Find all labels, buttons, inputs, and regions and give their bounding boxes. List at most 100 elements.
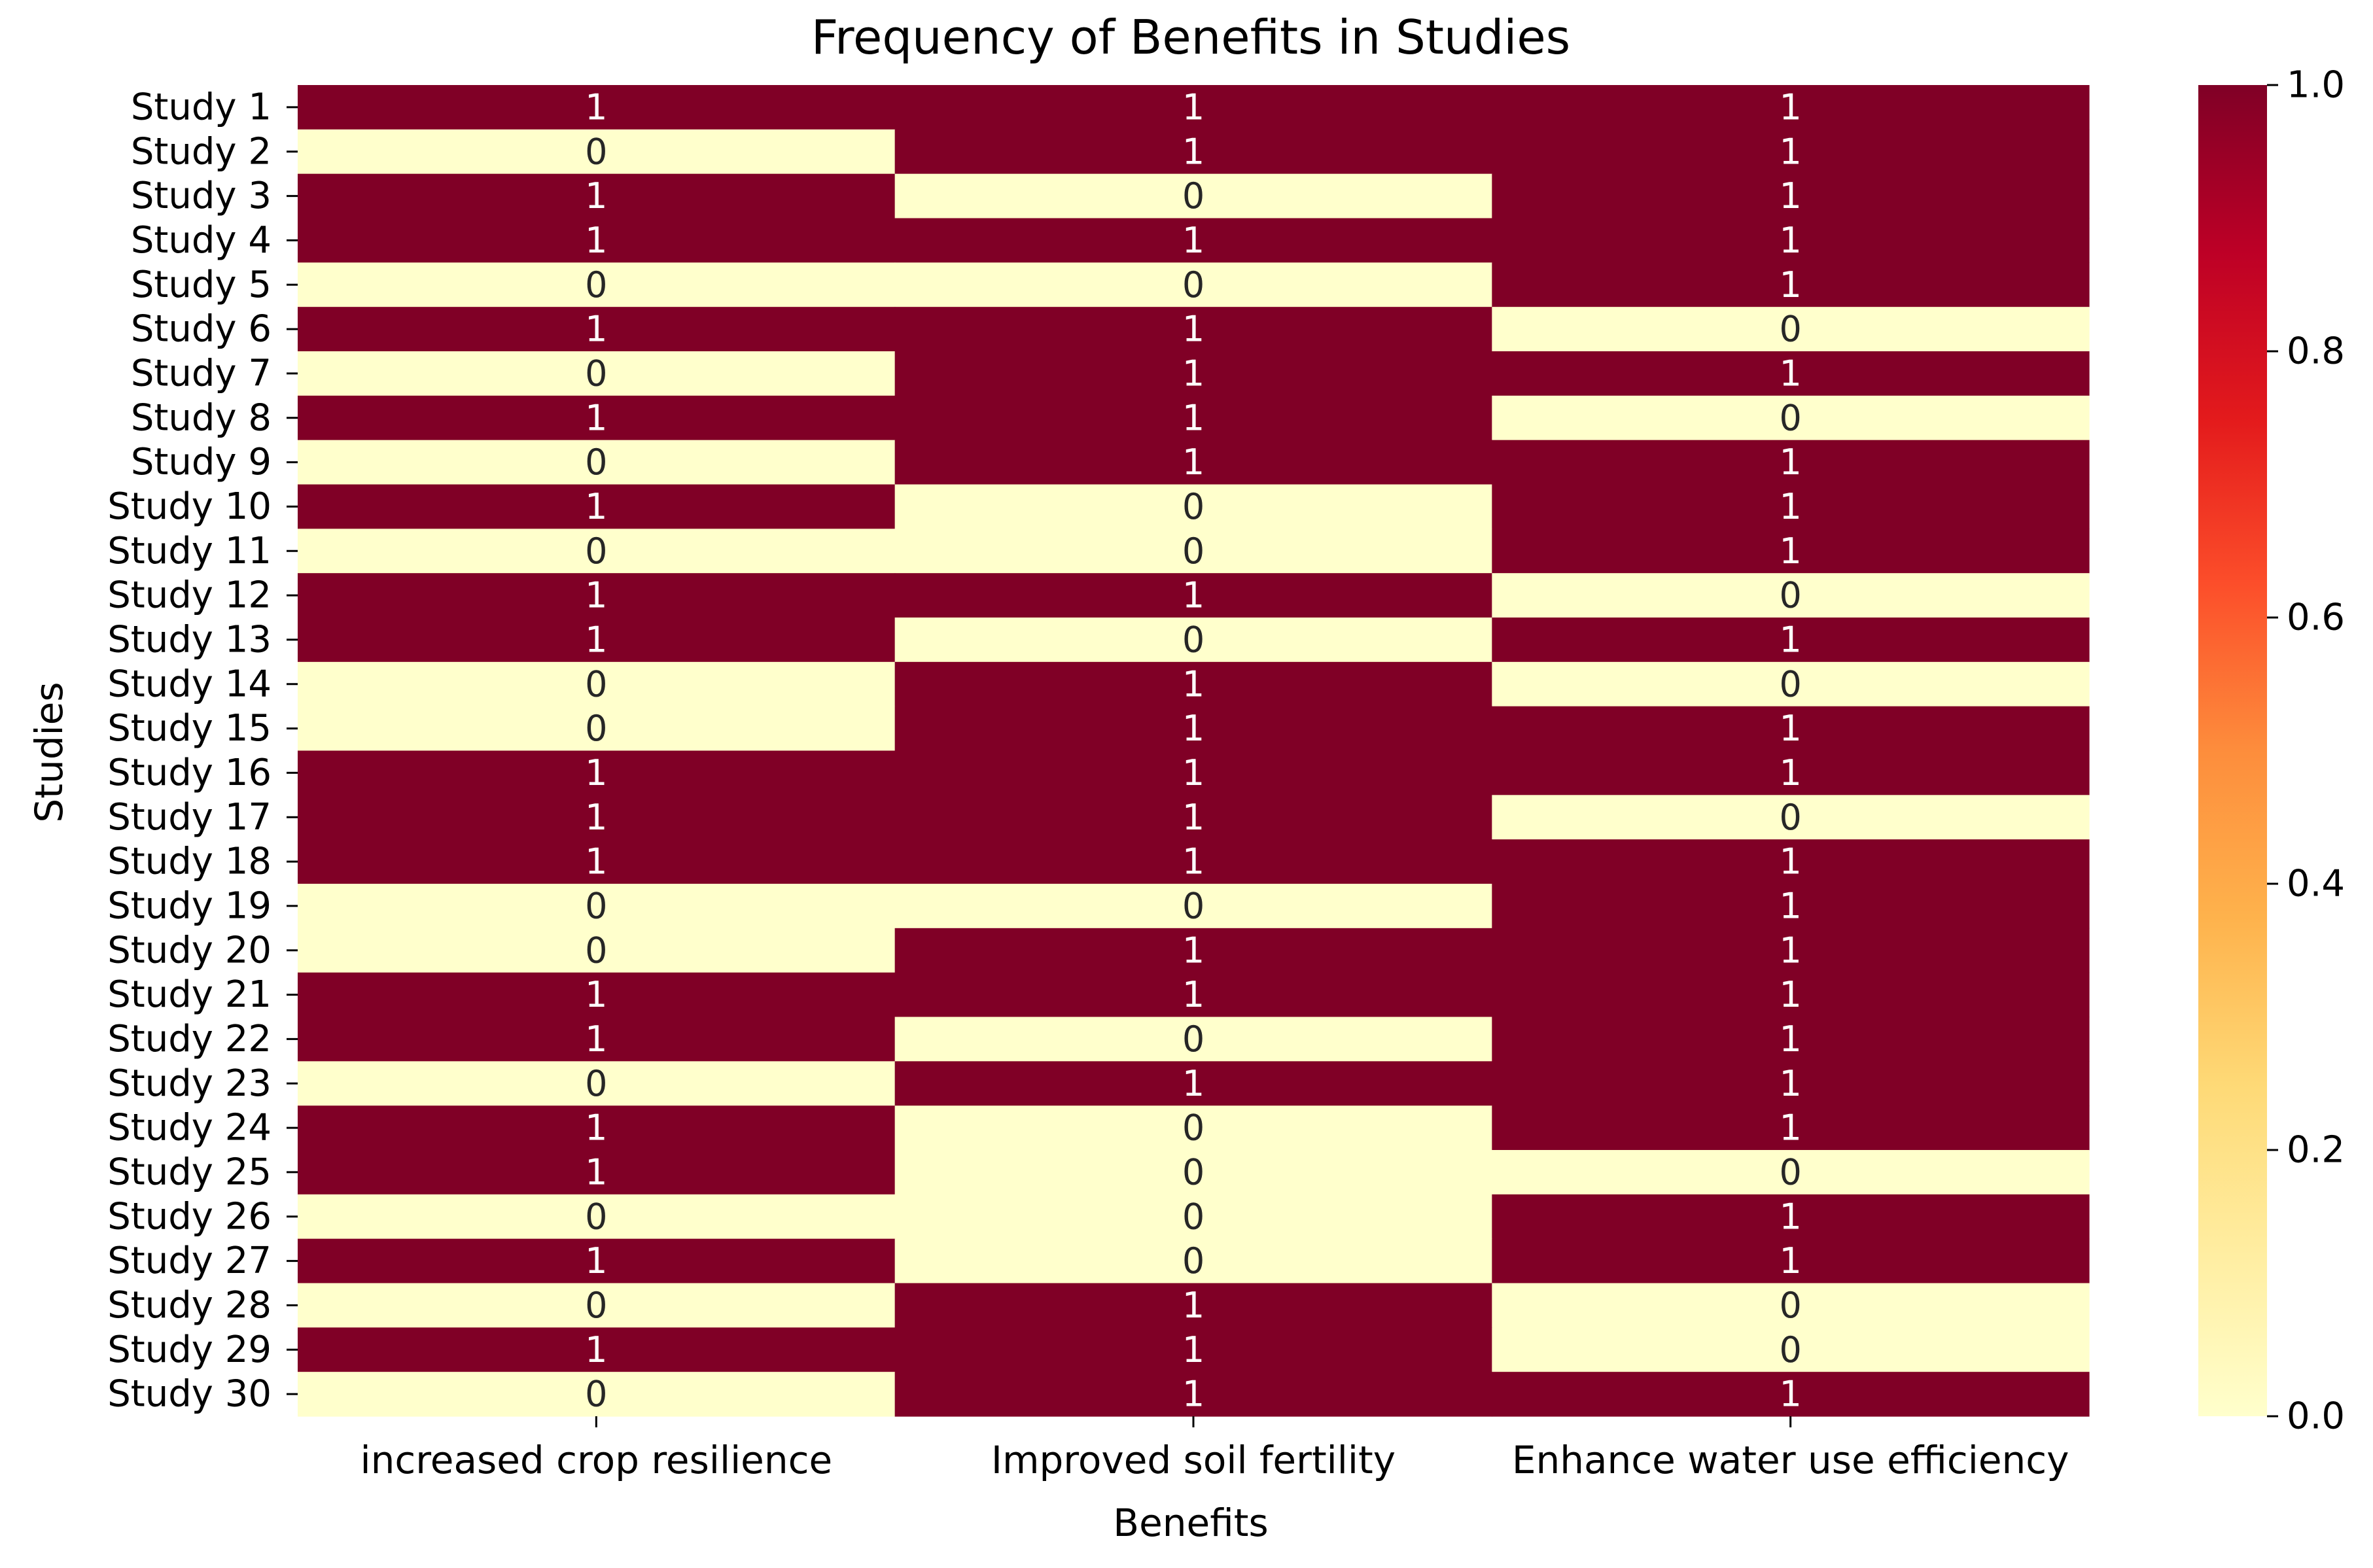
cell-value-label: 1 — [585, 1329, 607, 1370]
heatmap-cell — [298, 1327, 896, 1372]
cell-value-label: 0 — [1182, 486, 1204, 527]
heatmap-cell — [894, 573, 1492, 618]
y-tick-label: Study 19 — [107, 884, 272, 927]
y-tick-label: Study 18 — [107, 841, 272, 883]
cell-value-label: 1 — [585, 397, 607, 438]
cell-value-label: 1 — [1182, 930, 1204, 971]
cell-value-label: 0 — [585, 353, 607, 394]
heatmap-cell — [894, 307, 1492, 352]
heatmap-cell — [298, 1238, 896, 1284]
cell-value-label: 1 — [1779, 619, 1801, 660]
heatmap-cell — [1492, 307, 2090, 352]
y-tick-label: Study 29 — [107, 1329, 272, 1371]
cell-value-label: 1 — [1182, 1329, 1204, 1370]
heatmap-cell — [894, 618, 1492, 663]
cell-value-label: 1 — [1779, 486, 1801, 527]
y-tick-label: Study 24 — [107, 1107, 272, 1149]
colorbar-tick-label: 1.0 — [2287, 64, 2345, 107]
heatmap-cell — [894, 395, 1492, 441]
colorbar: 0.0 0.2 0.4 0.6 0.8 1.0 — [2198, 64, 2345, 1438]
cell-value-label: 0 — [585, 1374, 607, 1415]
cell-value-label: 1 — [1779, 974, 1801, 1015]
cell-value-label: 0 — [1779, 575, 1801, 616]
cell-value-label: 0 — [1182, 1019, 1204, 1060]
heatmap-cell — [1492, 661, 2090, 707]
cell-value-label: 1 — [1779, 841, 1801, 882]
cell-value-label: 1 — [585, 86, 607, 128]
cell-value-label: 0 — [1182, 1196, 1204, 1237]
heatmap-cell — [298, 129, 896, 175]
heatmap-cell — [1492, 750, 2090, 795]
y-tick-label: Study 30 — [107, 1373, 272, 1416]
cell-value-label: 0 — [1779, 797, 1801, 838]
heatmap-cell — [894, 1017, 1492, 1062]
y-tick-label: Study 5 — [131, 264, 272, 306]
heatmap-cell — [894, 839, 1492, 884]
cell-value-label: 0 — [1182, 531, 1204, 572]
y-tick-label: Study 20 — [107, 929, 272, 971]
cell-value-label: 0 — [585, 930, 607, 971]
colorbar-gradient — [2198, 85, 2267, 1416]
cell-value-label: 1 — [1182, 708, 1204, 749]
x-axis-label: Benefits — [1113, 1501, 1268, 1545]
cell-value-label: 0 — [585, 708, 607, 749]
cell-value-label: 1 — [1182, 974, 1204, 1015]
cell-value-label: 1 — [1779, 1196, 1801, 1237]
y-tick-label: Study 2 — [131, 130, 272, 173]
heatmap-cell — [894, 972, 1492, 1018]
y-tick-label: Study 4 — [131, 219, 272, 262]
heatmap-cell — [298, 218, 896, 263]
heatmap-cell — [894, 1061, 1492, 1106]
cell-value-label: 1 — [1182, 1285, 1204, 1326]
cell-value-label: 1 — [1779, 220, 1801, 261]
heatmap-cell — [894, 129, 1492, 175]
cell-value-label: 1 — [1779, 1240, 1801, 1281]
heatmap-cell — [894, 529, 1492, 574]
heatmap-cell — [298, 884, 896, 929]
heatmap-cell — [1492, 1238, 2090, 1284]
heatmap-cell — [894, 1150, 1492, 1195]
heatmap-cell — [894, 795, 1492, 840]
cell-value-label: 0 — [1779, 1151, 1801, 1193]
y-axis-label: Studies — [27, 682, 71, 822]
cell-value-label: 1 — [585, 619, 607, 660]
heatmap-cell — [1492, 928, 2090, 973]
cell-value-label: 1 — [1182, 1063, 1204, 1104]
cell-value-label: 1 — [1779, 86, 1801, 128]
heatmap-cell — [298, 618, 896, 663]
heatmap-cell — [298, 839, 896, 884]
heatmap-cells — [298, 85, 2090, 1417]
heatmap-cell — [894, 661, 1492, 707]
cell-value-label: 0 — [1779, 309, 1801, 350]
heatmap-cell — [1492, 1372, 2090, 1417]
y-tick-label: Study 3 — [131, 175, 272, 217]
heatmap-cell — [894, 1238, 1492, 1284]
heatmap-cell — [1492, 173, 2090, 219]
cell-value-label: 0 — [1182, 885, 1204, 926]
heatmap-cell — [894, 262, 1492, 307]
cell-value-label: 1 — [1182, 397, 1204, 438]
cell-value-label: 1 — [1779, 1019, 1801, 1060]
cell-value-label: 1 — [1779, 264, 1801, 305]
heatmap-cell — [894, 1283, 1492, 1328]
heatmap-cell — [298, 1283, 896, 1328]
heatmap-cell — [1492, 395, 2090, 441]
colorbar-tick-label: 0.8 — [2287, 330, 2345, 373]
colorbar-tick-label: 0.0 — [2287, 1395, 2345, 1438]
cell-value-label: 1 — [1779, 1063, 1801, 1104]
heatmap-cell — [894, 750, 1492, 795]
y-tick-label: Study 21 — [107, 973, 272, 1016]
heatmap-cell — [894, 1372, 1492, 1417]
heatmap-cell — [894, 1194, 1492, 1240]
cell-value-label: 1 — [585, 220, 607, 261]
heatmap-cell — [298, 1372, 896, 1417]
heatmap-cell — [298, 1150, 896, 1195]
y-tick-label: Study 26 — [107, 1195, 272, 1238]
chart-title: Frequency of Benefits in Studies — [811, 10, 1570, 65]
cell-value-label: 0 — [1779, 1285, 1801, 1326]
x-tick-label: Improved soil fertility — [991, 1438, 1396, 1482]
heatmap-cell — [1492, 1194, 2090, 1240]
cell-value-label: 0 — [585, 1063, 607, 1104]
cell-value-label: 0 — [585, 442, 607, 483]
